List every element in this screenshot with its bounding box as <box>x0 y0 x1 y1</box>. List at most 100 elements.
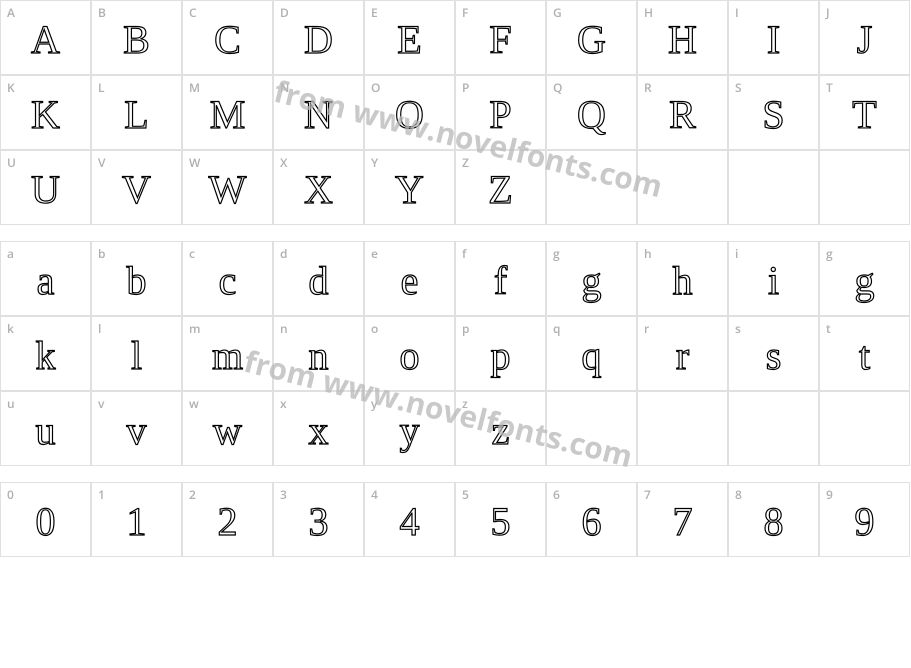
glyph-cell[interactable]: EE <box>364 0 455 75</box>
glyph-cell[interactable]: cc <box>182 241 273 316</box>
glyph-cell[interactable]: hh <box>637 241 728 316</box>
section-lowercase: aabbccddeeffgghhiiggkkllmmnnooppqqrrsstt… <box>0 241 910 466</box>
glyph-cell[interactable]: 22 <box>182 482 273 557</box>
glyph-cell[interactable]: gg <box>546 241 637 316</box>
glyph-cell[interactable]: QQ <box>546 75 637 150</box>
glyph-cell[interactable]: qq <box>546 316 637 391</box>
glyph-cell[interactable]: ii <box>728 241 819 316</box>
glyph-cell[interactable]: MM <box>182 75 273 150</box>
glyph-cell[interactable]: ss <box>728 316 819 391</box>
glyph-cell[interactable]: xx <box>273 391 364 466</box>
glyph-cell[interactable]: UU <box>0 150 91 225</box>
cell-glyph: Y <box>395 170 424 210</box>
cell-glyph: 5 <box>491 502 511 542</box>
cell-glyph: S <box>762 95 784 135</box>
cell-key-label: T <box>826 79 833 96</box>
cell-glyph: g <box>855 261 875 301</box>
cell-key-label: k <box>7 320 14 337</box>
glyph-cell[interactable]: RR <box>637 75 728 150</box>
glyph-cell[interactable]: BB <box>91 0 182 75</box>
glyph-cell[interactable]: ZZ <box>455 150 546 225</box>
cell-glyph: 7 <box>673 502 693 542</box>
glyph-cell[interactable]: HH <box>637 0 728 75</box>
glyph-cell[interactable]: 88 <box>728 482 819 557</box>
glyph-cell[interactable]: TT <box>819 75 910 150</box>
glyph-cell[interactable]: ee <box>364 241 455 316</box>
glyph-cell[interactable]: 55 <box>455 482 546 557</box>
cell-glyph: s <box>766 336 782 376</box>
glyph-cell[interactable]: 66 <box>546 482 637 557</box>
cell-glyph: o <box>400 336 420 376</box>
cell-key-label: U <box>7 154 16 171</box>
cell-glyph: C <box>214 20 241 60</box>
glyph-cell[interactable]: 33 <box>273 482 364 557</box>
glyph-cell[interactable]: WW <box>182 150 273 225</box>
cell-glyph: g <box>582 261 602 301</box>
glyph-cell[interactable]: DD <box>273 0 364 75</box>
glyph-cell[interactable]: JJ <box>819 0 910 75</box>
cell-glyph: 6 <box>582 502 602 542</box>
cell-key-label: 8 <box>735 486 742 503</box>
glyph-cell[interactable]: gg <box>819 241 910 316</box>
cell-key-label: P <box>462 79 469 96</box>
cell-glyph: M <box>210 95 246 135</box>
cell-glyph: m <box>212 336 243 376</box>
glyph-cell[interactable]: 44 <box>364 482 455 557</box>
cell-key-label: Y <box>371 154 378 171</box>
glyph-cell[interactable]: 11 <box>91 482 182 557</box>
cell-key-label: X <box>280 154 287 171</box>
glyph-cell[interactable]: mm <box>182 316 273 391</box>
cell-glyph: H <box>668 20 697 60</box>
glyph-cell[interactable]: yy <box>364 391 455 466</box>
cell-glyph: 8 <box>764 502 784 542</box>
glyph-cell[interactable]: pp <box>455 316 546 391</box>
glyph-cell[interactable]: AA <box>0 0 91 75</box>
glyph-cell[interactable]: ll <box>91 316 182 391</box>
glyph-cell[interactable]: KK <box>0 75 91 150</box>
glyph-cell[interactable]: CC <box>182 0 273 75</box>
cell-key-label: q <box>553 320 560 337</box>
cell-key-label: E <box>371 4 378 21</box>
glyph-cell[interactable]: bb <box>91 241 182 316</box>
cell-key-label: l <box>98 320 101 337</box>
cell-key-label: 4 <box>371 486 378 503</box>
cell-glyph: u <box>36 411 56 451</box>
glyph-cell[interactable]: LL <box>91 75 182 150</box>
glyph-cell[interactable]: uu <box>0 391 91 466</box>
glyph-cell[interactable]: kk <box>0 316 91 391</box>
cell-key-label: Q <box>553 79 562 96</box>
glyph-cell[interactable]: aa <box>0 241 91 316</box>
cell-glyph: n <box>309 336 329 376</box>
cell-glyph: w <box>213 411 242 451</box>
glyph-cell[interactable]: 00 <box>0 482 91 557</box>
glyph-cell[interactable]: ff <box>455 241 546 316</box>
glyph-cell[interactable]: PP <box>455 75 546 150</box>
glyph-cell[interactable]: GG <box>546 0 637 75</box>
glyph-cell[interactable]: YY <box>364 150 455 225</box>
glyph-cell[interactable]: NN <box>273 75 364 150</box>
glyph-cell[interactable]: 77 <box>637 482 728 557</box>
glyph-cell[interactable]: 99 <box>819 482 910 557</box>
glyph-cell[interactable]: oo <box>364 316 455 391</box>
cell-key-label: 5 <box>462 486 469 503</box>
glyph-cell[interactable]: SS <box>728 75 819 150</box>
cell-key-label: W <box>189 154 200 171</box>
empty-cell <box>728 150 819 225</box>
cell-glyph: y <box>400 411 420 451</box>
glyph-cell[interactable]: ww <box>182 391 273 466</box>
glyph-cell[interactable]: XX <box>273 150 364 225</box>
glyph-cell[interactable]: nn <box>273 316 364 391</box>
glyph-cell[interactable]: II <box>728 0 819 75</box>
glyph-cell[interactable]: dd <box>273 241 364 316</box>
cell-glyph: V <box>122 170 151 210</box>
glyph-cell[interactable]: VV <box>91 150 182 225</box>
glyph-cell[interactable]: rr <box>637 316 728 391</box>
cell-key-label: M <box>189 79 200 96</box>
glyph-cell[interactable]: OO <box>364 75 455 150</box>
glyph-cell[interactable]: tt <box>819 316 910 391</box>
glyph-cell[interactable]: FF <box>455 0 546 75</box>
glyph-cell[interactable]: zz <box>455 391 546 466</box>
glyph-cell[interactable]: vv <box>91 391 182 466</box>
empty-cell <box>637 150 728 225</box>
section-gap <box>0 225 910 241</box>
